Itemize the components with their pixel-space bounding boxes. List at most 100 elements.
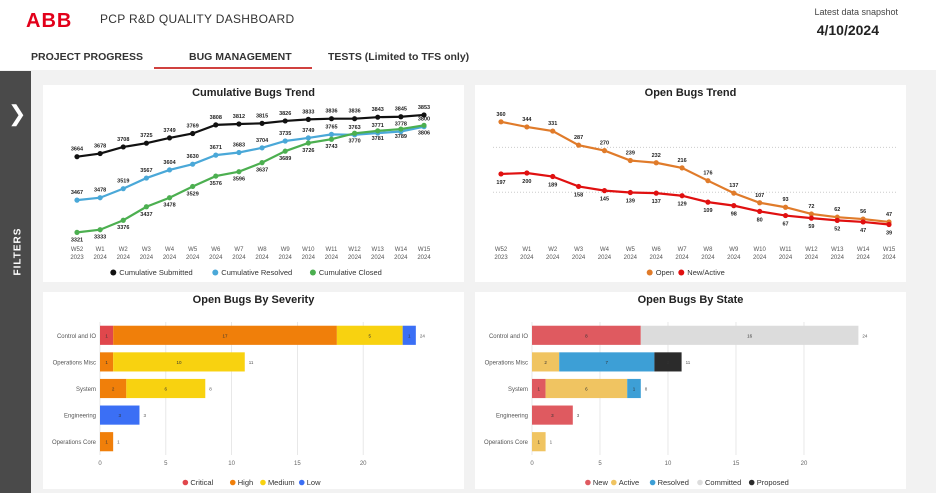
cumulative-x-tick-year: 2024 [371, 255, 385, 261]
cumulative-point [97, 227, 103, 233]
severity-panel: Open Bugs By Severity 0 5 10 15 20 Control an… [43, 292, 464, 489]
cumulative-legend-label: Cumulative Closed [319, 268, 382, 277]
open-trend-x-tick-week: W9 [729, 247, 739, 253]
severity-legend-label: Critical [190, 478, 213, 487]
filters-pane[interactable]: ❯ FILTERS [0, 71, 31, 493]
state-total-label: 1 [550, 440, 553, 445]
severity-legend-marker [229, 479, 236, 486]
severity-legend-label: High [238, 478, 253, 487]
cumulative-point [259, 120, 265, 126]
severity-bar-segment [100, 325, 114, 345]
tab-bar: PROJECT PROGRESS BUG MANAGEMENT TESTS (L… [0, 51, 936, 71]
open-trend-point [705, 178, 711, 184]
severity-bar-segment [336, 325, 403, 345]
cumulative-data-label: 3689 [279, 156, 291, 162]
tab-bug-management[interactable]: BUG MANAGEMENT [189, 51, 292, 63]
tab-tests[interactable]: TESTS (Limited to TFS only) [328, 51, 470, 63]
cumulative-point [328, 116, 335, 122]
cumulative-x-tick-year: 2024 [279, 255, 293, 261]
cumulative-point [375, 114, 381, 120]
severity-x-tick: 15 [294, 461, 301, 467]
severity-bar-segment [100, 432, 114, 452]
open-trend-x-tick-year: 2024 [753, 255, 767, 261]
open-trend-data-label: 145 [600, 197, 609, 203]
state-bar-segment [532, 378, 546, 399]
state-legend-label: New [593, 478, 609, 487]
open-trend-point [550, 128, 556, 134]
state-bar-segment [545, 378, 628, 399]
cumulative-data-label: 3781 [372, 136, 384, 142]
open-trend-point [498, 171, 504, 177]
open-trend-x-tick-year: 2024 [882, 255, 896, 261]
cumulative-data-label: 3376 [117, 225, 129, 231]
open-trend-data-label: 59 [808, 224, 814, 230]
state-legend-marker [748, 479, 755, 486]
cumulative-data-label: 3567 [140, 168, 152, 174]
open-trend-x-tick-year: 2024 [727, 255, 741, 261]
cumulative-point [74, 197, 80, 203]
open-trend-data-label: 200 [522, 179, 531, 185]
cumulative-data-label: 3771 [372, 123, 384, 129]
filters-label: FILTERS [12, 227, 24, 276]
severity-total-label: 1 [117, 440, 120, 445]
severity-x-tick: 5 [164, 461, 168, 467]
cumulative-point [236, 149, 242, 156]
open-trend-x-tick-week: W4 [600, 247, 610, 253]
cumulative-point [120, 186, 126, 192]
cumulative-data-label: 3836 [348, 109, 360, 115]
open-trend-data-label: 360 [496, 112, 505, 118]
cumulative-x-tick-year: 2024 [302, 255, 316, 261]
cumulative-data-label: 3815 [256, 113, 268, 119]
open-trend-point [679, 193, 685, 199]
open-trend-point [834, 217, 840, 223]
severity-legend-marker [260, 479, 266, 486]
open-trend-data-label: 331 [548, 121, 557, 127]
severity-category-label: System [76, 387, 96, 393]
open-trend-x-tick-week: W3 [574, 247, 584, 253]
cumulative-point [97, 150, 103, 157]
open-trend-x-tick-year: 2024 [650, 255, 664, 261]
state-bar-segment [532, 405, 573, 425]
cumulative-point [166, 195, 173, 201]
state-legend-marker [611, 479, 617, 486]
open-trend-x-tick-week: W1 [522, 247, 532, 253]
cumulative-data-label: 3826 [279, 111, 291, 117]
cumulative-data-label: 3749 [163, 128, 175, 134]
cumulative-point [166, 167, 173, 173]
open-trend-point [860, 219, 866, 225]
state-category-label: Control and IO [489, 334, 528, 340]
state-total-label: 24 [862, 333, 868, 338]
open-trend-data-label: 232 [652, 153, 661, 159]
state-x-tick: 15 [733, 461, 740, 467]
open-trend-point [731, 203, 737, 209]
severity-segment-label: 10 [176, 360, 182, 365]
open-trend-legend-label: New/Active [687, 268, 725, 277]
severity-legend-label: Low [307, 478, 321, 487]
open-trend-data-label: 80 [757, 217, 763, 223]
open-trend-legend-marker [678, 269, 685, 276]
open-trend-x-tick-week: W5 [626, 247, 636, 253]
open-trend-point [653, 190, 659, 196]
state-bar-segment [532, 432, 546, 452]
cumulative-x-tick-week: W52 [71, 247, 84, 253]
severity-bar-segment [100, 378, 127, 399]
state-segment-label: 1 [538, 387, 541, 392]
cumulative-data-label: 3770 [348, 138, 360, 144]
open-trend-data-label: 98 [731, 212, 737, 218]
state-legend-marker [585, 479, 591, 486]
severity-segment-label: 1 [105, 440, 108, 445]
cumulative-point [305, 140, 311, 146]
state-segment-label: 2 [544, 360, 547, 365]
tab-project-progress[interactable]: PROJECT PROGRESS [31, 51, 144, 63]
cumulative-data-label: 3763 [348, 125, 360, 131]
open-trend-point [550, 173, 556, 180]
cumulative-point [282, 118, 288, 124]
open-trend-x-tick-year: 2023 [494, 255, 508, 261]
severity-segment-label: 17 [223, 333, 229, 338]
cumulative-series-line-1 [76, 125, 425, 202]
cumulative-x-tick-week: W9 [281, 247, 291, 253]
chevron-right-icon[interactable]: ❯ [8, 101, 27, 126]
open-trend-point [576, 142, 582, 148]
state-legend-label: Committed [705, 478, 741, 487]
open-trend-data-label: 93 [782, 197, 788, 203]
